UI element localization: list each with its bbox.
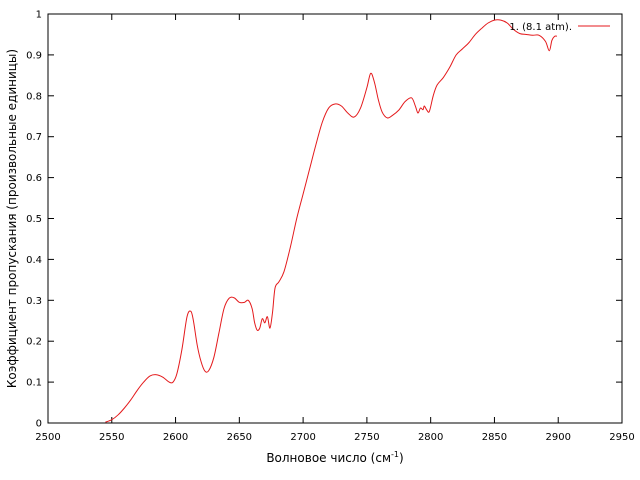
x-axis-label: Волновое число (см-1) (266, 450, 403, 465)
y-axis-label: Коэффициент пропускания (произвольные ед… (5, 49, 19, 388)
y-tick-label-0: 0 (36, 419, 42, 430)
plot-frame (47, 13, 623, 424)
series-line (105, 19, 558, 423)
x-tick-label-7: 2850 (482, 432, 507, 443)
legend: 1. (8.1 atm). (509, 22, 610, 33)
x-tick-label-5: 2750 (354, 432, 379, 443)
y-tick-label-9: 0.9 (26, 50, 42, 61)
y-axis: 0 0.1 0.2 0.3 0.4 0.5 0.6 0.7 0.8 0.9 1 (26, 10, 622, 430)
legend-label: 1. (8.1 atm). (509, 22, 572, 33)
x-tick-label-6: 2800 (418, 432, 443, 443)
y-tick-label-1: 0.1 (26, 378, 42, 389)
y-tick-label-6: 0.6 (26, 173, 42, 184)
x-tick-label-0: 2500 (35, 432, 60, 443)
x-tick-label-8: 2900 (545, 432, 570, 443)
x-tick-label-3: 2650 (227, 432, 252, 443)
x-tick-label-1: 2550 (99, 432, 124, 443)
y-tick-label-4: 0.4 (26, 255, 42, 266)
y-tick-label-10: 1 (36, 10, 42, 21)
x-tick-label-9: 2950 (609, 432, 634, 443)
y-tick-label-2: 0.2 (26, 337, 42, 348)
x-tick-label-2: 2600 (163, 432, 188, 443)
y-tick-label-3: 0.3 (26, 296, 42, 307)
x-tick-label-4: 2700 (290, 432, 315, 443)
y-tick-label-7: 0.7 (26, 132, 42, 143)
y-tick-label-5: 0.5 (26, 214, 42, 225)
x-axis: 2500 2550 2600 2650 2700 2750 2800 2850 2900 2950 (35, 14, 635, 443)
y-tick-label-8: 0.8 (26, 91, 42, 102)
